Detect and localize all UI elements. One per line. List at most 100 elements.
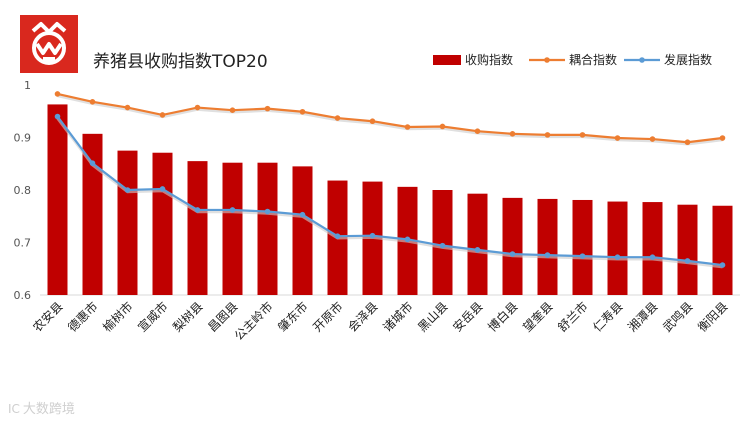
x-tick-label: 诸城市 [380,299,416,335]
y-tick-label: 0.9 [14,132,32,145]
data-point [264,105,271,112]
data-point [89,99,96,105]
data-point [649,136,656,142]
bar [642,202,663,295]
data-point [369,232,376,239]
x-tick-label: 博白县 [485,299,521,335]
x-tick-label: 榆树市 [100,299,136,335]
bar [292,166,313,295]
data-point [404,236,411,243]
logo-snout [43,57,55,62]
data-point [509,251,516,257]
y-tick-label: 1 [24,79,31,92]
legend: 收购指数 耦合指数 发展指数 [433,52,712,67]
chart-title: 养猪县收购指数TOP20 [93,52,268,72]
line-series [54,91,726,269]
x-tick-label: 开原市 [310,299,346,335]
data-point [194,104,201,111]
x-tick-label: 舒兰市 [555,299,591,335]
bar [502,197,523,295]
x-tick-label: 武鸣县 [660,299,696,335]
data-point [229,207,236,213]
legend-swatch [433,55,461,65]
watermark-text: 大数跨境 [22,402,75,417]
bar [152,152,173,295]
legend-marker [639,57,645,63]
legend-label: 耦合指数 [569,52,617,67]
data-point [369,118,376,125]
x-tick-label: 仁寿县 [590,299,625,334]
series-line [57,92,723,144]
series-line-shadow [56,117,723,269]
bar [607,201,628,295]
data-point [334,233,341,239]
x-tick-label: 黑山县 [415,299,450,334]
data-point [719,262,726,268]
bar [432,190,453,295]
bar [537,198,558,295]
data-point [614,254,621,260]
y-tick-label: 0.8 [14,184,32,197]
x-tick-label: 肇东市 [275,299,311,335]
series-line-shadow [57,94,723,146]
data-point [614,135,621,141]
x-tick-label: 会泽县 [345,299,380,334]
data-point [439,123,446,130]
data-point [684,139,691,146]
x-tick-label: 望奎县 [520,299,556,335]
watermark-mark: IC [8,402,20,416]
x-tick-label: 德惠市 [65,299,101,335]
data-point [334,115,341,121]
legend-label: 收购指数 [465,52,513,67]
logo-letter [35,42,63,55]
data-point [264,208,271,215]
data-point [54,91,61,97]
watermark: IC 大数跨境 [8,398,75,417]
bar [572,199,593,295]
bar [222,162,243,295]
x-tick-label: 安岳县 [450,299,486,335]
data-point [229,107,236,113]
series-line [56,115,723,267]
data-point [474,247,481,253]
y-tick-label: 0.6 [14,289,32,302]
data-point [509,131,516,137]
bar [82,133,103,295]
data-point [299,108,306,115]
data-point [684,258,691,264]
data-point [54,113,61,120]
data-point [159,186,166,192]
data-point [89,160,96,167]
logo-face [32,31,66,65]
bar-series [47,104,733,295]
bar [677,204,698,295]
data-point [299,211,306,218]
data-point [124,187,131,193]
data-point [579,253,586,259]
legend-label: 发展指数 [664,52,712,67]
data-point [124,104,131,111]
legend-marker [544,57,550,63]
x-tick-label: 衡阳县 [695,299,730,334]
bar [117,150,138,295]
data-point [579,132,586,138]
data-point [474,128,481,134]
bar [47,104,68,295]
data-point [544,252,551,258]
bar [187,161,208,295]
y-tick-label: 0.7 [14,237,32,250]
x-tick-label: 宣威市 [135,299,171,335]
brand-logo [20,15,78,73]
bar [257,162,278,295]
x-tick-label: 梨树县 [170,299,206,335]
data-point [649,254,656,260]
data-point [439,242,446,249]
data-point [159,112,166,118]
bar [712,205,733,295]
data-point [544,132,551,138]
x-tick-label: 农安县 [30,299,66,335]
data-point [404,124,411,130]
data-point [194,207,201,213]
